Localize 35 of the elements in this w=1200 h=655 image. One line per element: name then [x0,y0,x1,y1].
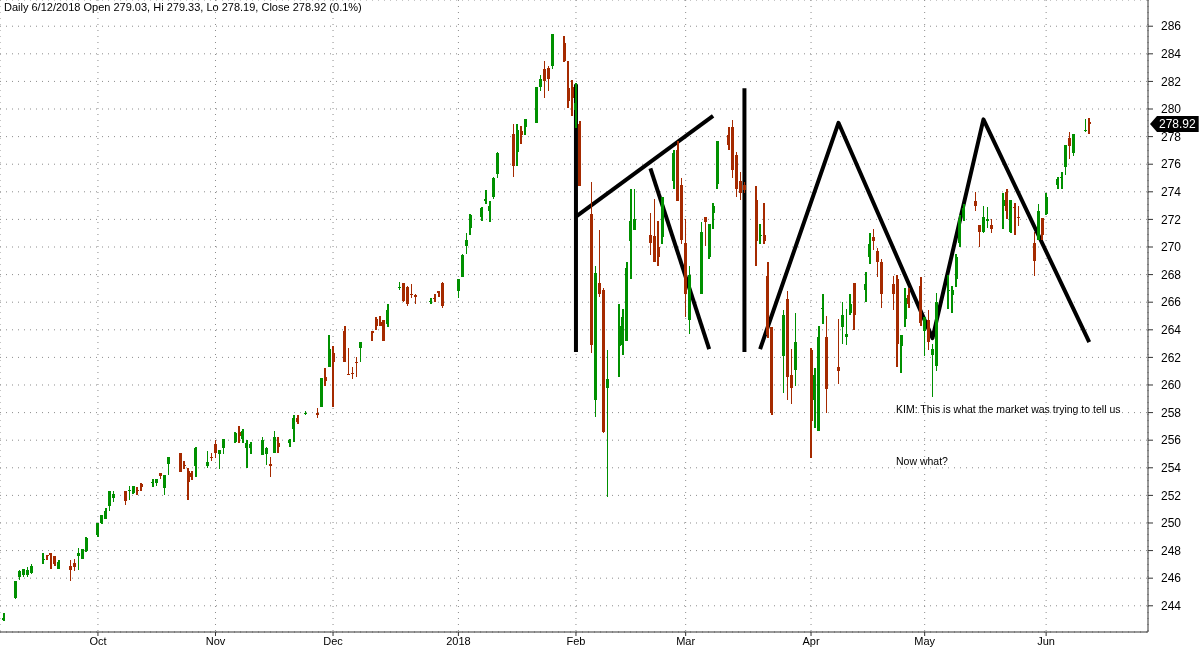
y-tick-label: 284 [1161,47,1182,62]
y-tick-label: 268 [1161,267,1182,282]
y-tick-label: 264 [1161,323,1182,338]
y-tick-label: 274 [1161,185,1182,200]
y-tick-label: 260 [1161,378,1182,393]
y-tick-label: 272 [1161,212,1182,227]
y-tick-label: 254 [1161,461,1182,476]
x-tick-label: Dec [323,634,344,647]
y-tick-label: 266 [1161,295,1182,310]
annotation: Now what? [896,455,948,467]
x-tick-label: Jun [1037,634,1055,647]
y-tick-label: 278 [1161,129,1182,144]
x-tick-label: Feb [566,634,586,647]
x-tick-label: May [914,634,936,647]
y-tick-label: 250 [1161,516,1182,531]
y-tick-label: 258 [1161,405,1182,420]
text: 278.92 [1150,115,1199,132]
y-tick-label: 246 [1161,571,1182,586]
x-tick-label: Oct [89,634,107,647]
y-tick-label: 262 [1161,350,1182,365]
annotation: KIM: This is what the market was trying to tell us [896,403,1121,415]
x-tick-label: Apr [802,634,820,647]
y-tick-label: 244 [1161,599,1182,614]
y-tick-label: 256 [1161,433,1182,448]
y-tick-label: 286 [1161,19,1182,34]
y-tick-label: 282 [1161,74,1182,89]
y-tick-label: 248 [1161,543,1182,558]
y-tick-label: 252 [1161,488,1182,503]
y-tick-label: 270 [1161,240,1182,255]
y-tick-label: 280 [1161,102,1182,117]
chart-title: Daily 6/12/2018 Open 279.03, Hi 279.33, Lo 278.19, Close 278.92 (0.1%) [4,1,362,13]
x-tick-label: Mar [676,634,696,647]
y-tick-label: 276 [1161,157,1182,172]
x-tick-label: 2018 [446,634,471,647]
x-tick-label: Nov [205,634,226,647]
